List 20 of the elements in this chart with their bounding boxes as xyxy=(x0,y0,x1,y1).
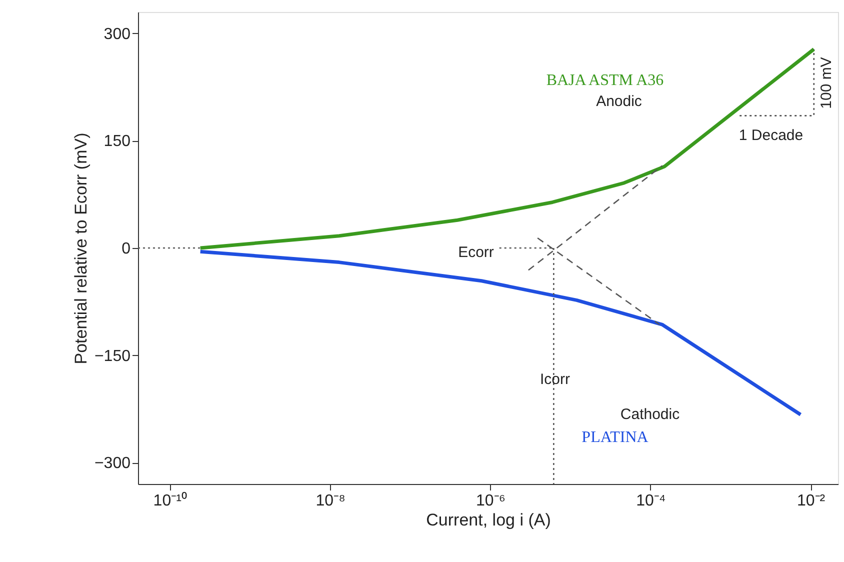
x-tick-label: 10⁻⁸ xyxy=(316,492,346,510)
y-axis-title: Potential relative to Ecorr (mV) xyxy=(71,132,90,364)
x-tick-label: 10⁻⁴ xyxy=(636,492,666,510)
text: PLATINA xyxy=(582,429,649,446)
annotation: Icorr xyxy=(540,371,570,388)
y-tick-label: 300 xyxy=(104,26,131,43)
annotation: 100 mV xyxy=(818,57,835,109)
x-axis-title: Current, log i (A) xyxy=(426,510,551,530)
annotation: 1 Decade xyxy=(738,127,804,144)
y-tick-label: −300 xyxy=(94,455,131,472)
annotation: Cathodic xyxy=(620,406,680,423)
x-tick-label: 10⁻² xyxy=(797,492,826,510)
x-tick-label: 10⁻¹⁰ xyxy=(153,492,188,510)
annotation: Ecorr xyxy=(458,244,494,261)
x-tick-label: 10⁻⁶ xyxy=(476,492,506,510)
y-tick-label: 150 xyxy=(104,133,131,150)
y-tick-label: −150 xyxy=(94,348,131,365)
y-tick-label: 0 xyxy=(122,240,131,258)
annotation: Anodic xyxy=(596,93,642,110)
text: BAJA ASTM A36 xyxy=(546,72,664,89)
